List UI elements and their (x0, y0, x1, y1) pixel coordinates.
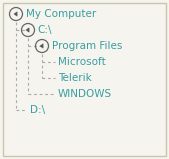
Text: WINDOWS: WINDOWS (58, 89, 112, 99)
Polygon shape (14, 12, 17, 16)
Text: Program Files: Program Files (52, 41, 122, 51)
Text: Microsoft: Microsoft (58, 57, 106, 67)
Text: My Computer: My Computer (26, 9, 96, 19)
Polygon shape (26, 28, 29, 32)
Text: Telerik: Telerik (58, 73, 92, 83)
Polygon shape (40, 44, 43, 48)
Text: C:\: C:\ (38, 25, 52, 35)
Text: D:\: D:\ (30, 105, 45, 115)
